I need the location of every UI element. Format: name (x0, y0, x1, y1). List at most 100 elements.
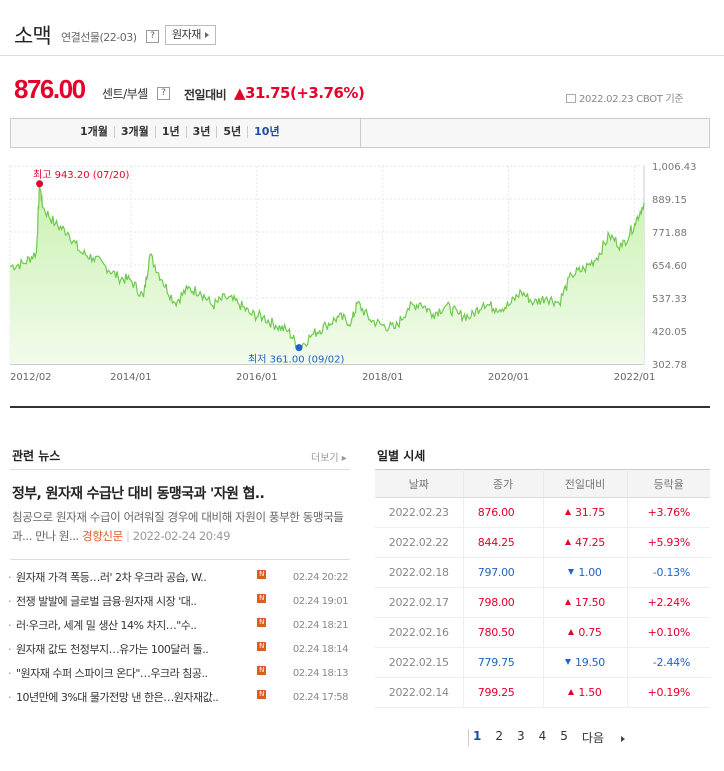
up-triangle-icon (565, 509, 571, 515)
x-tick-label: 2022/01 (614, 372, 656, 383)
row-change-value: 1.00 (578, 566, 602, 579)
new-badge-icon: N (257, 570, 266, 579)
news-more-label: 더보기 (311, 453, 339, 464)
up-triangle-icon (568, 689, 575, 695)
up-triangle-icon (565, 539, 571, 545)
new-badge-icon: N (257, 642, 266, 651)
bullet: · (8, 691, 12, 704)
row-change: 0.75 (543, 617, 628, 648)
max-marker (36, 180, 44, 188)
page-1[interactable]: 1 (468, 729, 481, 746)
news-item[interactable]: · 원자재 가격 폭등…러' 2차 우크라 공습, W.. N 02.24 20:22 (8, 570, 349, 594)
row-date: 2022.02.15 (375, 647, 464, 678)
row-date: 2022.02.16 (375, 617, 464, 648)
row-change: 1.50 (543, 677, 628, 708)
news-item-text: 러·우크라, 세계 밀 생산 14% 차지…"수.. (16, 619, 197, 632)
new-badge-icon: N (257, 690, 266, 699)
row-change-value: 1.50 (578, 686, 602, 699)
y-tick-label: 1,006.43 (652, 162, 697, 173)
tab-4[interactable]: 3년 (185, 126, 217, 138)
row-close: 799.25 (463, 677, 544, 708)
news-summary[interactable]: 침공으로 원자재 수급이 어려워질 경우에 대비해 자원이 풍부한 동맹국들과.… (12, 510, 344, 543)
header-divider (0, 55, 724, 56)
y-tick-label: 654.60 (652, 261, 687, 272)
bullet: · (8, 667, 12, 680)
down-triangle-icon (568, 569, 575, 575)
bullet: · (8, 595, 12, 608)
table-row: 2022.02.18 797.00 1.00 -0.13% (375, 557, 710, 588)
bullet: · (8, 643, 12, 656)
next-page-button[interactable]: 다음 (582, 729, 639, 746)
news-item[interactable]: · 10년만에 3%대 물가전망 낸 한은…원자재값.. N 02.24 17:58 (8, 690, 349, 714)
compare-label: 전일대비 (184, 88, 227, 102)
section-divider (10, 406, 710, 408)
news-item[interactable]: · 원자재 값도 천정부지…유가는 100달러 돌.. N 02.24 18:14 (8, 642, 349, 666)
news-headline[interactable]: 정부, 원자재 수급난 대비 동맹국과 '자원 협.. (12, 486, 265, 502)
row-close: 797.00 (463, 557, 544, 588)
news-title: 관련 뉴스 (12, 449, 61, 463)
raw-material-label: 원자재 (172, 28, 201, 41)
row-close: 876.00 (463, 497, 544, 528)
row-rate: +5.93% (627, 527, 710, 558)
arrow-right-icon (204, 32, 209, 38)
table-row: 2022.02.15 779.75 19.50 -2.44% (375, 647, 710, 678)
news-item-text: 10년만에 3%대 물가전망 낸 한은…원자재값.. (16, 691, 219, 704)
news-item-time: 02.24 18:13 (292, 668, 349, 679)
table-row: 2022.02.17 798.00 17.50 +2.24% (375, 587, 710, 618)
row-rate: -2.44% (627, 647, 710, 678)
pagination: 1 2 3 4 5 다음 (468, 729, 653, 746)
help-icon[interactable]: ? (146, 30, 159, 43)
daily-title: 일별 시세 (377, 449, 426, 463)
table-row: 2022.02.14 799.25 1.50 +0.19% (375, 677, 710, 708)
new-badge-icon: N (257, 594, 266, 603)
news-item-time: 02.24 17:58 (292, 692, 349, 703)
tab-1[interactable]: 1개월 (80, 125, 108, 138)
new-badge-icon: N (257, 666, 266, 675)
row-change: 19.50 (543, 647, 628, 678)
news-item-time: 02.24 18:14 (292, 644, 349, 655)
page-title: 소맥 (14, 24, 52, 48)
y-tick-label: 889.15 (652, 195, 687, 206)
bullet: · (8, 619, 12, 632)
y-tick-label: 537.33 (652, 294, 687, 305)
page-4[interactable]: 4 (538, 729, 547, 743)
daily-table: 날짜 종가 전일대비 등락율 2022.02.23 876.00 31.75 +3.76% 2… (375, 469, 710, 708)
raw-material-button[interactable]: 원자재 (165, 25, 216, 45)
table-row: 2022.02.22 844.25 47.25 +5.93% (375, 527, 710, 558)
page-3[interactable]: 3 (517, 729, 525, 743)
news-item-time: 02.24 19:01 (292, 596, 349, 607)
series-area (10, 183, 644, 364)
news-item[interactable]: · 전쟁 발발에 글로벌 금융·원자재 시장 '대.. N 02.24 19:01 (8, 594, 349, 618)
table-row: 2022.02.16 780.50 0.75 +0.10% (375, 617, 710, 648)
price-change: ▲31.75(+3.76%) (234, 84, 365, 102)
news-list-divider (10, 559, 350, 560)
row-change-value: 47.25 (575, 536, 605, 549)
tab-5[interactable]: 5년 (216, 126, 247, 138)
row-rate: +3.76% (627, 497, 710, 528)
unit-help-icon[interactable]: ? (157, 87, 170, 100)
next-page-label: 다음 (581, 731, 605, 745)
y-tick-label: 771.88 (652, 228, 687, 239)
row-close: 779.75 (463, 647, 544, 678)
row-date: 2022.02.17 (375, 587, 464, 618)
row-date: 2022.02.23 (375, 497, 464, 528)
news-item[interactable]: · 러·우크라, 세계 밀 생산 14% 차지…"수.. N 02.24 18:21 (8, 618, 349, 642)
max-label: 최고 943.20 (07/20) (33, 169, 129, 181)
page-5[interactable]: 5 (560, 729, 568, 743)
row-date: 2022.02.14 (375, 677, 464, 708)
x-tick-label: 2016/01 (236, 372, 278, 383)
tab-6[interactable]: 10년 (247, 126, 285, 138)
x-tick-label: 2012/02 (10, 372, 52, 383)
row-change-value: 31.75 (575, 506, 605, 519)
news-more-link[interactable]: 더보기 ▸ (311, 453, 347, 464)
tab-2[interactable]: 3개월 (113, 126, 155, 138)
tab-3[interactable]: 1년 (154, 126, 186, 138)
news-item[interactable]: · "원자재 수퍼 스파이크 온다"…우크라 침공.. N 02.24 18:13 (8, 666, 349, 690)
table-row: 2022.02.23 876.00 31.75 +3.76% (375, 497, 710, 528)
row-rate: +0.19% (627, 677, 710, 708)
up-triangle-icon (568, 629, 575, 635)
price-chart: 1,006.43 889.15 771.88 654.60 537.33 420.05 30… (9, 162, 697, 383)
x-tick-label: 2020/01 (488, 372, 530, 383)
news-item-text: 원자재 가격 폭등…러' 2차 우크라 공습, W.. (16, 571, 207, 584)
page-2[interactable]: 2 (495, 729, 503, 743)
